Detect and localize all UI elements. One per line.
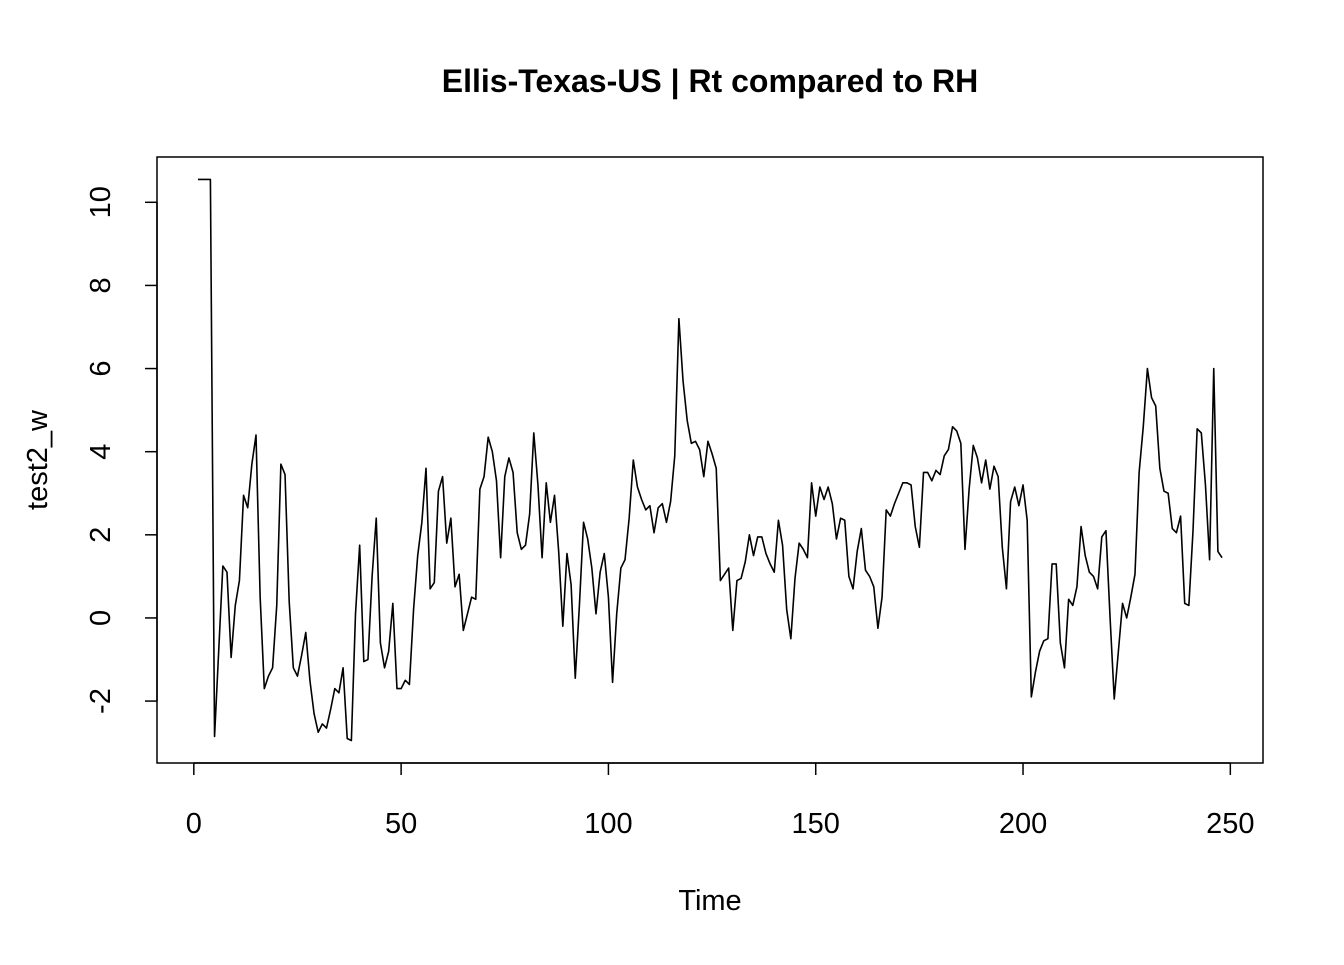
y-tick-label: 2 xyxy=(85,527,117,543)
y-tick-label: 10 xyxy=(85,186,117,218)
y-tick-label: 4 xyxy=(85,444,117,460)
chart-title: Ellis-Texas-US | Rt compared to RH xyxy=(442,63,978,99)
x-tick-label: 50 xyxy=(385,808,417,840)
x-tick-label: 0 xyxy=(186,808,202,840)
x-axis-label: Time xyxy=(678,885,741,917)
plot-frame xyxy=(156,156,1264,764)
data-line xyxy=(197,178,1223,742)
x-tick-label: 150 xyxy=(792,808,840,840)
y-tick-label: 8 xyxy=(85,277,117,293)
x-tick-label: 250 xyxy=(1206,808,1254,840)
y-axis-label: test2_w xyxy=(22,409,54,510)
y-tick-label: 6 xyxy=(85,360,117,376)
x-tick-label: 200 xyxy=(999,808,1047,840)
y-tick-label: -2 xyxy=(85,688,117,714)
x-tick-label: 100 xyxy=(584,808,632,840)
y-tick-label: 0 xyxy=(85,610,117,626)
